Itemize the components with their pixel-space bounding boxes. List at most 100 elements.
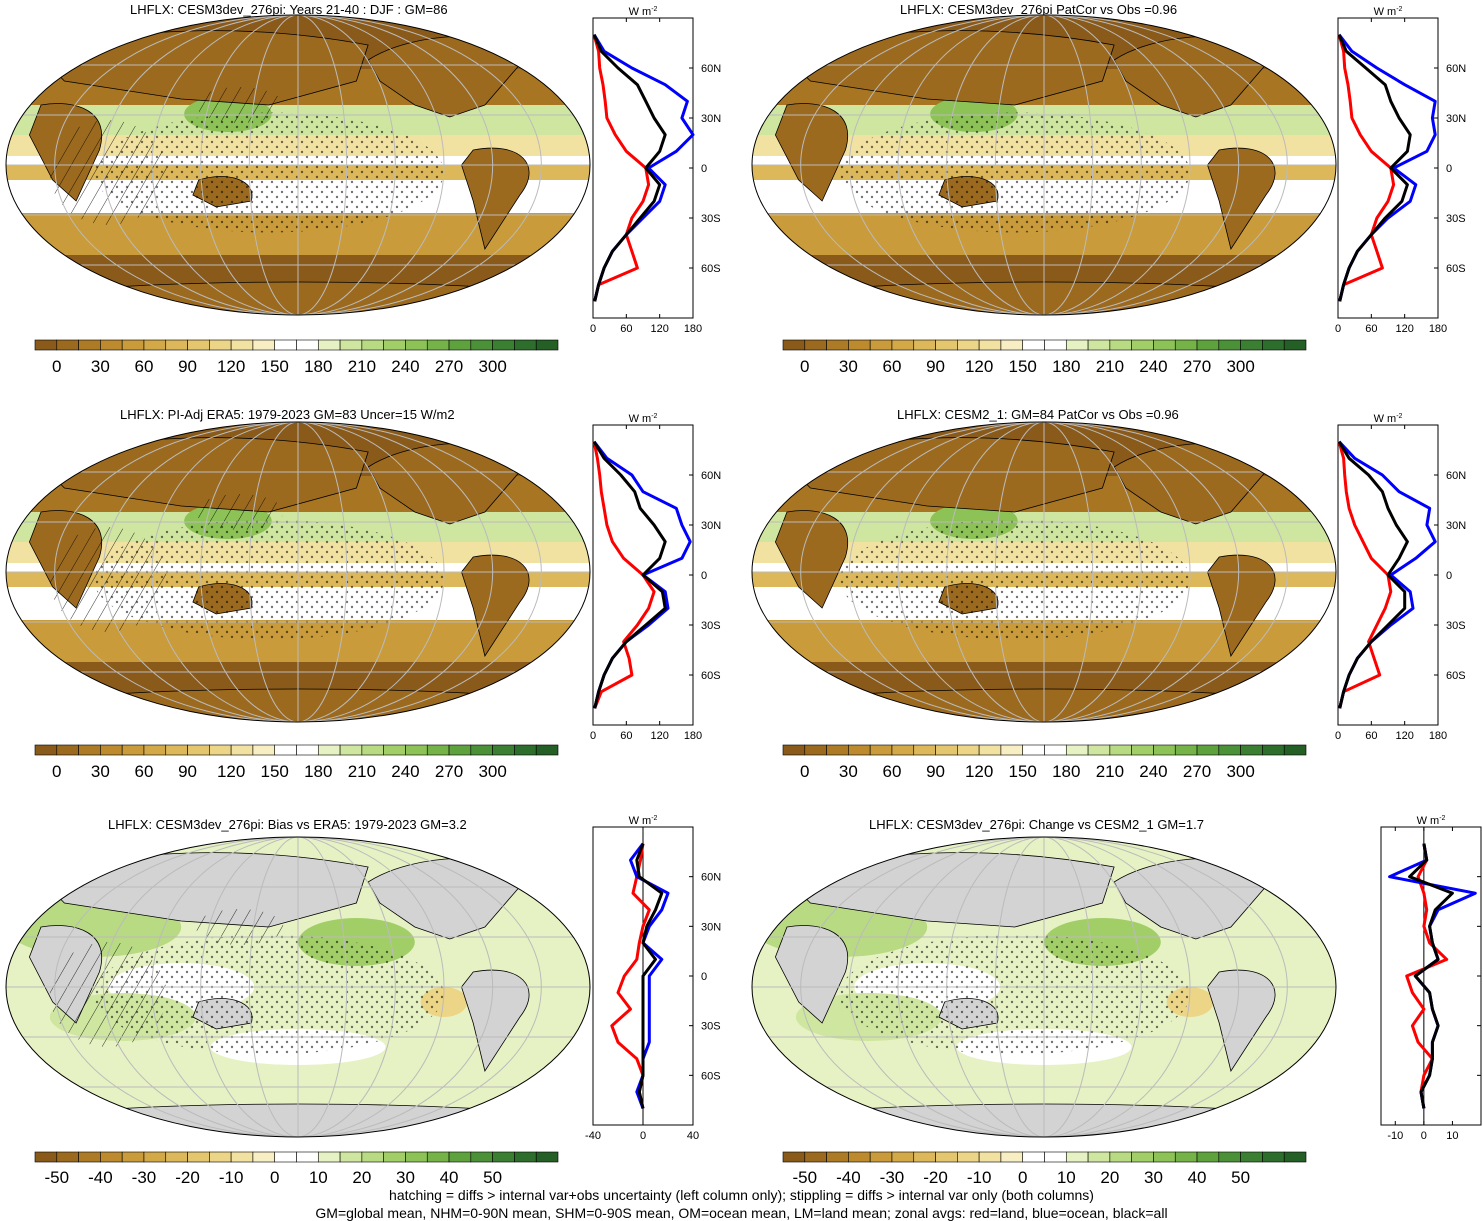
colorbar-tick-label: 120 <box>965 357 993 376</box>
colorbar-cell <box>100 339 123 351</box>
lat-tick-label: 30S <box>701 213 721 225</box>
graticule-meridian <box>297 422 348 722</box>
graticule-meridian <box>297 15 542 315</box>
colorbar-cell <box>1109 339 1132 351</box>
hatching <box>195 909 284 945</box>
graticule-meridian <box>248 837 299 1137</box>
colorbar-tick-label: -10 <box>219 1168 244 1187</box>
zonal-all-series <box>1337 34 1412 302</box>
colorbar-cell <box>848 1151 871 1163</box>
zonal-unit-exponent: -2 <box>1439 815 1445 822</box>
colorbar-cell <box>405 339 428 351</box>
colorbar-cell <box>252 339 276 351</box>
south-america-land <box>1207 554 1276 657</box>
colorbar-tick-label: 0 <box>800 762 809 781</box>
world-map <box>752 422 1336 722</box>
graticule-meridian <box>848 15 1045 315</box>
colorbar-cell <box>1065 1151 1089 1163</box>
world-map <box>752 15 1336 315</box>
colorbar-cell <box>804 744 827 756</box>
lat-tick-label: 0 <box>701 971 707 983</box>
graticule-meridian <box>1043 15 1240 315</box>
colorbar-tick-label: 120 <box>217 762 245 781</box>
graticule-meridian <box>994 15 1045 315</box>
colorbar-tick-label: 270 <box>435 357 463 376</box>
lat-tick-label: 60S <box>701 1070 721 1082</box>
colorbar-cell <box>1109 1151 1132 1163</box>
graticule-meridian <box>946 837 1045 1137</box>
world-map <box>6 15 590 315</box>
colorbar-tick-label: -30 <box>880 1168 905 1187</box>
zonal-land-series <box>610 843 651 1109</box>
south-america-land <box>461 147 530 250</box>
colorbar-cell <box>34 744 58 756</box>
colorbar-cell <box>274 339 297 351</box>
x-tick-label: 60 <box>620 730 632 742</box>
x-tick-label: 120 <box>650 730 668 742</box>
colorbar-tick-label: 270 <box>1183 762 1211 781</box>
colorbar-cell <box>121 339 145 351</box>
x-tick-label: 60 <box>620 323 632 335</box>
colorbar-cell <box>470 744 493 756</box>
colorbar-tick-label: 120 <box>217 357 245 376</box>
colorbar-tick-label: 10 <box>1057 1168 1076 1187</box>
panel-2: LHFLX: CESM3dev_276pi PatCor vs Obs =0.9… <box>745 0 1483 400</box>
colorbar-tick-label: 60 <box>134 762 153 781</box>
colorbar-cell <box>913 744 936 756</box>
colorbar-cell <box>1109 744 1132 756</box>
graticule-meridian <box>248 422 299 722</box>
colorbar-cell <box>1218 339 1241 351</box>
zonal-unit-exponent: -2 <box>1396 413 1402 420</box>
graticule-meridian <box>897 422 1045 722</box>
x-tick-label: 0 <box>1421 1130 1427 1142</box>
map-border <box>5 14 591 316</box>
colorbar-cell <box>1240 1151 1263 1163</box>
colorbar-cell <box>782 339 806 351</box>
colorbar-cell <box>957 1151 980 1163</box>
colorbar-tick-label: 0 <box>1018 1168 1027 1187</box>
lat-tick-label: 30S <box>701 1021 721 1033</box>
panel-graphic: 0 30 60 90 120 150 180 210 240 270 30060N30N030S60… <box>751 6 1466 376</box>
colorbar-tick-label: 10 <box>309 1168 328 1187</box>
x-tick-label: 10 <box>1446 1130 1458 1142</box>
colorbar-tick-label: 50 <box>1231 1168 1250 1187</box>
graticule-meridian <box>800 15 1045 315</box>
zonal-unit-label: W m-2 <box>1374 6 1403 18</box>
zonal-unit-label: W m-2 <box>629 6 658 18</box>
colorbar-cell <box>56 744 79 756</box>
zonal-all-series <box>1337 440 1409 709</box>
colorbar-cell <box>296 744 319 756</box>
x-tick-label: 40 <box>687 1130 699 1142</box>
lat-tick-label: 60S <box>1446 670 1466 682</box>
south-america-land <box>461 554 530 657</box>
colorbar-cell <box>209 1151 232 1163</box>
world-map <box>6 837 590 1137</box>
graticule-meridian <box>297 15 494 315</box>
colorbar-cell <box>230 339 254 351</box>
graticule-meridian <box>1043 422 1094 722</box>
colorbar-tick-label: -40 <box>836 1168 861 1187</box>
zonal-plot: 60N 30N 0 30S 60S -40 0 40 W m-2 <box>585 815 721 1142</box>
colorbar-tick-label: -10 <box>967 1168 992 1187</box>
colorbar-cell <box>448 339 472 351</box>
colorbar-tick-label: 0 <box>270 1168 279 1187</box>
x-tick-label: 120 <box>650 323 668 335</box>
x-tick-label: 180 <box>684 730 702 742</box>
x-tick-label: 0 <box>590 323 596 335</box>
x-tick-label: 180 <box>684 323 702 335</box>
panel-3: LHFLX: PI-Adj ERA5: 1979-2023 GM=83 Unce… <box>0 405 740 805</box>
colorbar-cell <box>535 339 559 351</box>
panel-title: LHFLX: CESM3dev_276pi: Years 21-40 : DJF… <box>130 2 448 17</box>
graticule-meridian <box>297 15 396 315</box>
graticule-meridian <box>800 837 1045 1137</box>
colorbar-tick-label: 30 <box>839 357 858 376</box>
colorbar-tick-label: 270 <box>1183 357 1211 376</box>
panel-6: LHFLX: CESM3dev_276pi: Change vs CESM2_1… <box>745 815 1483 1187</box>
colorbar-cell <box>1174 744 1198 756</box>
colorbar-tick-label: 40 <box>440 1168 459 1187</box>
graticule-meridian <box>297 837 445 1137</box>
lat-tick-label: 60N <box>701 872 721 884</box>
graticule-meridian <box>200 15 299 315</box>
colorbar-cell <box>470 1151 493 1163</box>
colorbar-cell <box>514 1151 537 1163</box>
